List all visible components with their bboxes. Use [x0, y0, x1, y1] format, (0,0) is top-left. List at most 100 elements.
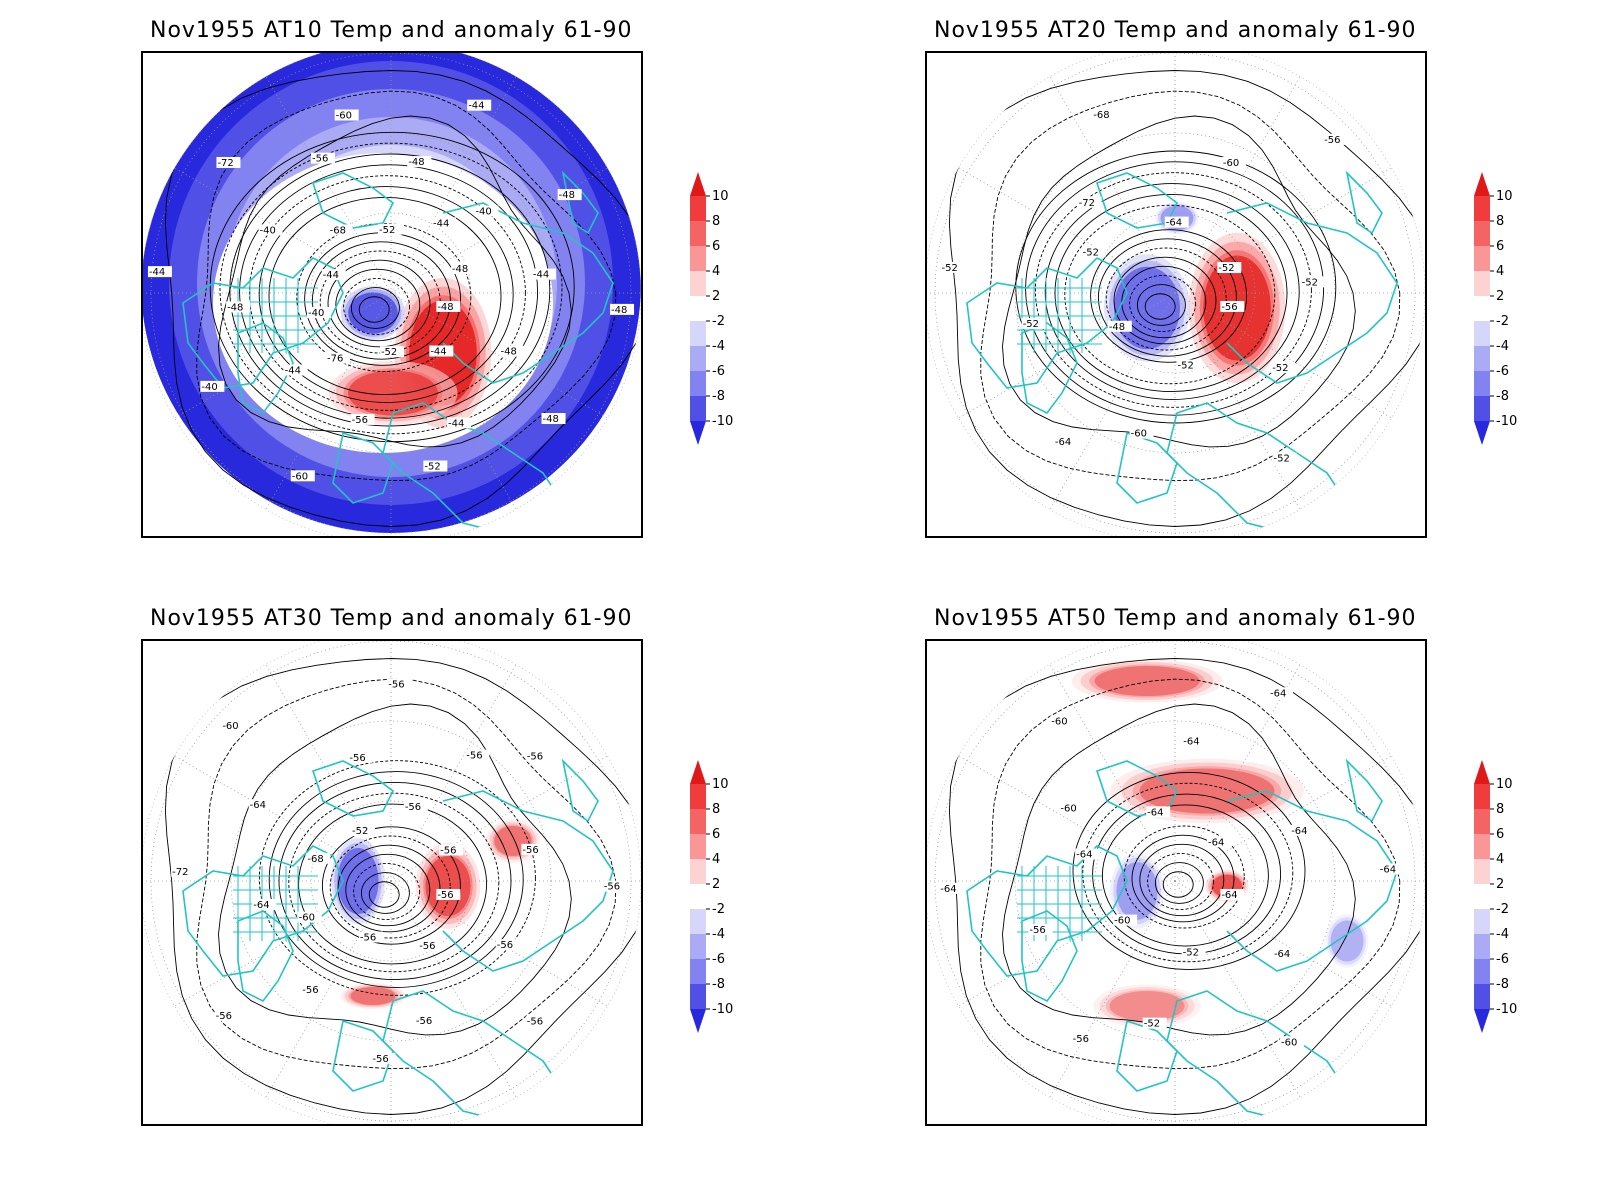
temperature-contour — [239, 164, 539, 419]
contour-label: -48 — [559, 190, 575, 201]
graticule-meridian — [390, 880, 617, 1012]
warm-anomaly — [1121, 762, 1293, 820]
contour-label-bg — [432, 217, 457, 229]
graticule-meridian — [165, 880, 392, 1012]
colorbar-box — [1474, 346, 1490, 371]
contour-label-bg — [351, 825, 376, 837]
coastline — [966, 845, 1128, 977]
colorbar-tick-label: 6 — [712, 239, 720, 254]
contour-label: -64 — [1208, 837, 1224, 848]
warm-anomaly — [1109, 991, 1185, 1021]
contour-label-bg — [147, 266, 172, 278]
coastline — [1226, 202, 1398, 384]
contour-label: -48 — [408, 157, 424, 168]
contour-label-bg — [423, 460, 448, 472]
colorbar-tick-label: 4 — [712, 264, 720, 279]
contour-label-bg — [1220, 888, 1245, 900]
colorbar-box — [1474, 959, 1490, 984]
graticule-meridian — [260, 880, 392, 1107]
temperature-contour — [311, 241, 451, 360]
coastline — [1345, 170, 1383, 235]
colorbar-arrow-bottom — [690, 421, 706, 445]
contour-label-bg — [1269, 687, 1294, 699]
contour-label-bg — [1378, 863, 1403, 875]
contour-label: -72 — [1079, 198, 1095, 209]
colorbar-box — [1474, 296, 1490, 321]
temperature-contour — [1034, 172, 1312, 408]
warm-anomaly — [1071, 659, 1223, 703]
contour-label-bg — [525, 750, 550, 762]
contour-label: -68 — [1093, 110, 1109, 121]
contour-label: -56 — [360, 932, 376, 943]
temperature-contour — [218, 703, 572, 1036]
colorbar-tick-label: -2 — [712, 902, 725, 917]
contour-label: -48 — [1109, 322, 1125, 333]
warm-anomaly — [1105, 989, 1189, 1023]
colorbar-tick-label: 2 — [712, 289, 720, 304]
colorbar-tick-label: -2 — [1496, 902, 1509, 917]
contour-label-bg — [1050, 715, 1075, 727]
contour-label: -48 — [437, 302, 453, 313]
contour-label: -56 — [1324, 135, 1340, 146]
contour-label: -56 — [405, 802, 421, 813]
temperature-contour — [368, 881, 400, 908]
temperature-contour — [980, 90, 1401, 482]
temperature-contour — [1113, 256, 1217, 345]
contour-label-bg — [602, 880, 627, 892]
contour-label: -60 — [1060, 803, 1076, 814]
contour-label-bg — [1028, 923, 1053, 935]
colorbar-tick-label: 6 — [1496, 239, 1504, 254]
colorbar-tick-label: -6 — [1496, 952, 1509, 967]
warm-anomaly — [1094, 666, 1200, 696]
contour-label: -56 — [349, 753, 365, 764]
contour-label: -56 — [466, 751, 482, 762]
contour-label: -56 — [522, 845, 538, 856]
colorbar-box — [690, 784, 706, 809]
colorbar-box — [690, 221, 706, 246]
contour-label-bg — [350, 413, 375, 425]
warm-anomaly — [350, 987, 396, 1005]
graticule-meridian — [1174, 292, 1306, 519]
graticule-meridian — [1044, 292, 1176, 519]
temperature-contour — [1101, 804, 1269, 947]
contour-label-bg — [403, 800, 428, 812]
colorbar-tick-label: 8 — [1496, 214, 1504, 229]
contour-label-bg — [467, 99, 492, 111]
contour-label: -48 — [543, 414, 559, 425]
colorbar-box — [690, 246, 706, 271]
contour-label: -64 — [1380, 864, 1396, 875]
contour-label: -56 — [1029, 925, 1045, 936]
contour-label-bg — [474, 205, 499, 217]
temperature-contour — [353, 862, 421, 920]
contour-label-bg — [1142, 1017, 1167, 1029]
colorbar-box — [1474, 221, 1490, 246]
contour-label-bg — [1220, 300, 1245, 312]
contour-label-bg — [325, 352, 350, 364]
coastline — [237, 910, 294, 1003]
contour-label-bg — [939, 882, 964, 894]
polar-map: -56 -52 -52 -52 -60 -64 -48 -52 -52 -52 -72 -68 -64 -… — [925, 51, 1427, 538]
graticule-meridian — [260, 655, 392, 882]
colorbar-tick-label: -4 — [712, 927, 725, 942]
temperature-contour — [350, 287, 400, 329]
colorbar-tick-label: -6 — [712, 364, 725, 379]
contour-label: -56 — [216, 1011, 232, 1022]
contour-label: -60 — [292, 471, 308, 482]
panel-title: Nov1955 AT30 Temp and anomaly 61-90 — [150, 606, 633, 631]
graticule-meridian — [260, 67, 392, 294]
contour-label: -44 — [433, 218, 449, 229]
contour-label-bg — [290, 470, 315, 482]
contour-label-bg — [221, 719, 246, 731]
temperature-contour — [1002, 115, 1356, 448]
colorbar-box — [690, 396, 706, 421]
contour-label: -72 — [172, 867, 188, 878]
colorbar-box — [690, 321, 706, 346]
contour-label-bg — [1272, 948, 1297, 960]
graticule-meridian — [1174, 162, 1401, 294]
colorbar-box — [690, 371, 706, 396]
contour-label: -56 — [388, 680, 404, 691]
contour-label: -48 — [500, 347, 516, 358]
temperature-contour — [327, 259, 431, 348]
contour-label-bg — [216, 156, 241, 168]
colorbar-box — [690, 346, 706, 371]
